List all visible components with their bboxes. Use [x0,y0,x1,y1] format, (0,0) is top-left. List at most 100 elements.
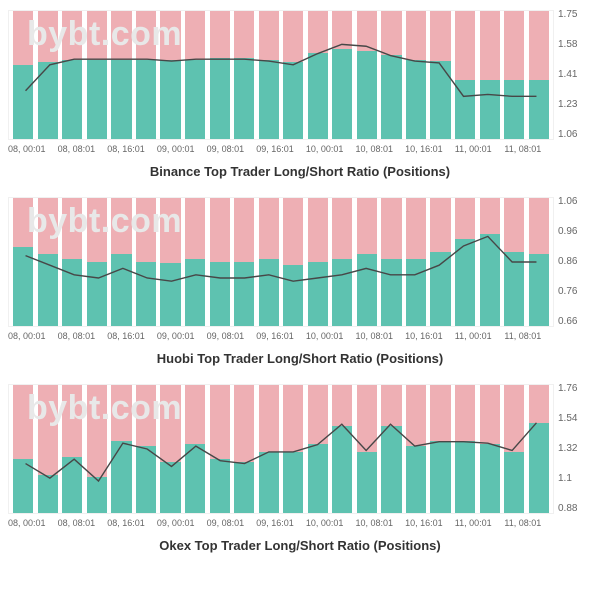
x-tick-label: 09, 16:01 [256,518,306,528]
x-tick-label: 10, 08:01 [355,518,405,528]
bar-column [477,385,502,513]
bar-short [13,11,33,65]
bar-short [259,11,279,60]
x-tick-label: 09, 08:01 [207,331,257,341]
bar-short [38,11,58,62]
bar-short [185,11,205,60]
bar-long [529,80,549,139]
bar-column [36,11,61,139]
bar-column [281,385,306,513]
bar-short [38,385,58,475]
bar-long [234,462,254,513]
bar-short [504,385,524,452]
x-tick-label: 11, 08:01 [504,518,554,528]
bar-column [256,385,281,513]
bar-column [428,11,453,139]
bar-column [109,198,134,326]
bar-column [379,385,404,513]
bar-long [185,60,205,139]
x-tick-label: 09, 16:01 [256,331,306,341]
bar-column [281,198,306,326]
bar-long [62,60,82,139]
bar-short [455,11,475,80]
bar-column [428,198,453,326]
x-tick-label: 09, 00:01 [157,331,207,341]
y-tick-label: 0.66 [558,317,577,327]
bar-column [183,11,208,139]
y-tick-label: 1.54 [558,414,577,424]
bar-column [355,385,380,513]
bar-column [477,198,502,326]
bar-long [111,60,131,139]
y-tick-label: 1.58 [558,40,577,50]
x-tick-label: 10, 16:01 [405,518,455,528]
x-tick-label: 11, 00:01 [455,144,505,154]
bar-long [529,423,549,513]
x-tick-label: 08, 08:01 [58,144,108,154]
x-tick-label: 08, 16:01 [107,518,157,528]
bar-long [185,259,205,326]
y-axis: 1.751.581.411.231.06 [554,10,592,140]
bar-long [136,446,156,513]
bars [9,11,553,139]
bar-long [406,446,426,513]
bar-long [455,441,475,513]
y-tick-label: 0.86 [558,257,577,267]
bar-long [160,60,180,139]
y-tick-label: 0.88 [558,504,577,514]
chart-title: Huobi Top Trader Long/Short Ratio (Posit… [8,351,592,366]
bar-column [453,385,478,513]
bar-short [357,11,377,51]
bar-column [134,385,159,513]
bar-column [60,385,85,513]
bar-short [210,385,230,459]
plot-area: bybt.com [8,10,554,140]
bar-short [210,11,230,58]
x-tick-label: 10, 16:01 [405,331,455,341]
bar-long [62,259,82,326]
plot-area: bybt.com [8,197,554,327]
bar-column [158,198,183,326]
x-tick-label: 09, 08:01 [207,144,257,154]
bar-column [453,198,478,326]
bar-column [256,198,281,326]
bar-column [330,11,355,139]
bar-long [259,259,279,326]
bar-long [283,62,303,139]
bar-long [430,441,450,513]
bar-long [480,234,500,326]
x-tick-label: 09, 16:01 [256,144,306,154]
bar-column [306,198,331,326]
x-tick-label: 08, 08:01 [58,518,108,528]
bar-short [234,385,254,462]
bar-short [87,385,107,477]
bar-short [406,198,426,259]
bar-short [381,198,401,259]
bar-column [330,198,355,326]
chart-panel: bybt.com1.060.960.860.760.6608, 00:0108,… [8,197,592,366]
bar-short [430,385,450,441]
bar-short [160,385,180,462]
bar-column [404,198,429,326]
bar-short [381,385,401,426]
y-axis: 1.761.541.321.10.88 [554,384,592,514]
bar-short [430,198,450,252]
bar-column [256,11,281,139]
bar-column [281,11,306,139]
x-tick-label: 11, 00:01 [455,331,505,341]
bar-column [207,385,232,513]
bar-long [234,58,254,139]
bar-long [455,239,475,326]
chart-wrap: bybt.com1.751.581.411.231.06 [8,10,592,140]
bar-column [526,385,551,513]
bar-column [404,11,429,139]
bar-short [62,11,82,60]
y-tick-label: 1.06 [558,197,577,207]
bar-long [480,444,500,513]
bar-short [136,198,156,262]
y-tick-label: 1.32 [558,444,577,454]
bar-column [158,385,183,513]
bar-column [183,198,208,326]
bar-long [357,254,377,326]
bar-column [11,198,36,326]
